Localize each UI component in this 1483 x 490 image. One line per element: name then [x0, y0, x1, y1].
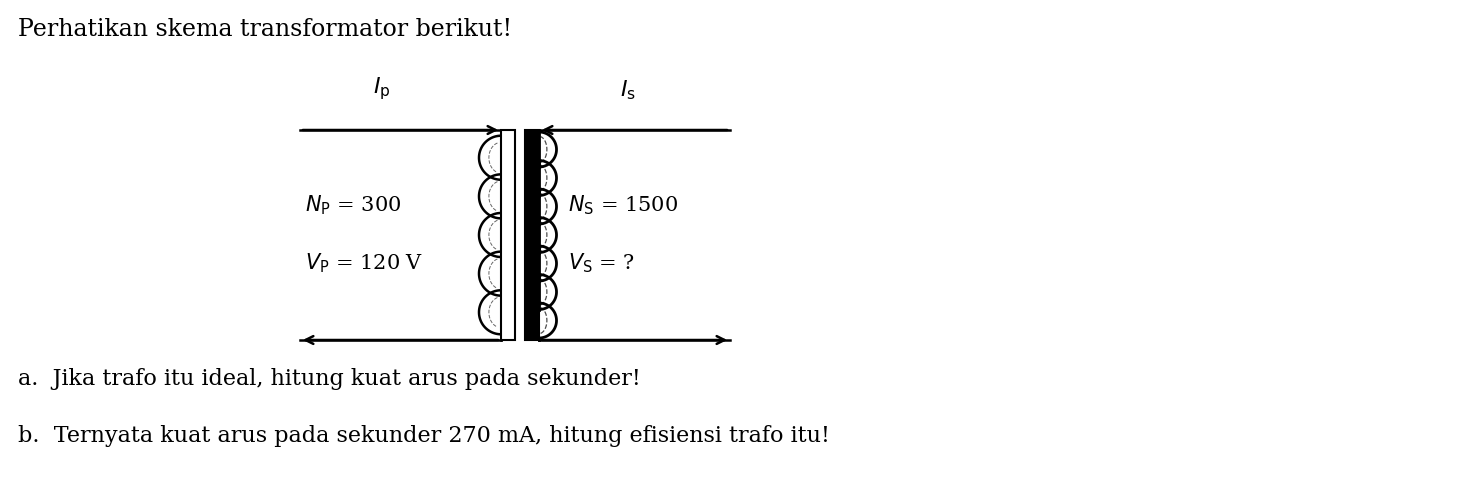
Text: $I_{\mathrm{p}}$: $I_{\mathrm{p}}$: [374, 75, 390, 102]
Text: $I_{\mathrm{s}}$: $I_{\mathrm{s}}$: [620, 78, 636, 102]
Text: $N_{\mathrm{S}}$ = 1500: $N_{\mathrm{S}}$ = 1500: [568, 193, 679, 217]
Bar: [525, 130, 538, 340]
Bar: [501, 130, 515, 340]
Text: $V_{\mathrm{S}}$ = ?: $V_{\mathrm{S}}$ = ?: [568, 251, 636, 275]
Text: Perhatikan skema transformator berikut!: Perhatikan skema transformator berikut!: [18, 18, 512, 41]
Text: $N_{\mathrm{P}}$ = 300: $N_{\mathrm{P}}$ = 300: [305, 193, 402, 217]
Text: b.  Ternyata kuat arus pada sekunder 270 mA, hitung efisiensi trafo itu!: b. Ternyata kuat arus pada sekunder 270 …: [18, 425, 830, 447]
Text: $V_{\mathrm{P}}$ = 120 V: $V_{\mathrm{P}}$ = 120 V: [305, 251, 423, 275]
Text: a.  Jika trafo itu ideal, hitung kuat arus pada sekunder!: a. Jika trafo itu ideal, hitung kuat aru…: [18, 368, 641, 390]
